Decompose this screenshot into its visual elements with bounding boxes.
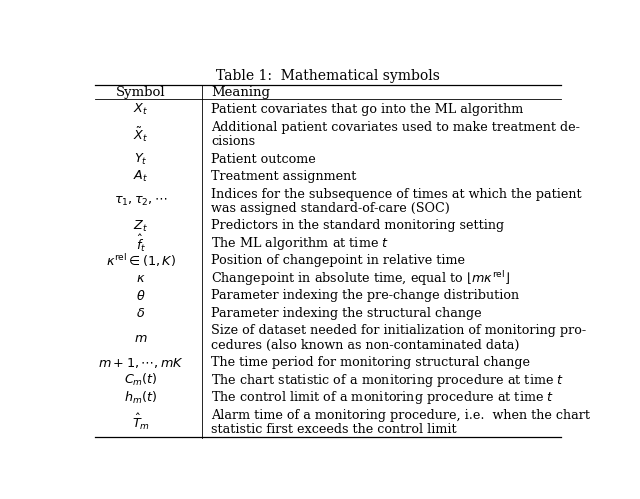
Text: Patient outcome: Patient outcome bbox=[211, 153, 316, 166]
Text: Table 1:  Mathematical symbols: Table 1: Mathematical symbols bbox=[216, 69, 440, 83]
Text: Patient covariates that go into the ML algorithm: Patient covariates that go into the ML a… bbox=[211, 103, 524, 116]
Text: $\hat{f}_t$: $\hat{f}_t$ bbox=[136, 233, 146, 254]
Text: $X_t$: $X_t$ bbox=[133, 102, 148, 117]
Text: $\theta$: $\theta$ bbox=[136, 289, 145, 303]
Text: Parameter indexing the pre-change distribution: Parameter indexing the pre-change distri… bbox=[211, 289, 520, 302]
Text: Additional patient covariates used to make treatment de-: Additional patient covariates used to ma… bbox=[211, 121, 580, 134]
Text: $m$: $m$ bbox=[134, 331, 148, 345]
Text: Treatment assignment: Treatment assignment bbox=[211, 170, 357, 183]
Text: Meaning: Meaning bbox=[211, 86, 271, 99]
Text: Parameter indexing the structural change: Parameter indexing the structural change bbox=[211, 307, 482, 320]
Text: The chart statistic of a monitoring procedure at time $t$: The chart statistic of a monitoring proc… bbox=[211, 372, 564, 389]
Text: statistic first exceeds the control limit: statistic first exceeds the control limi… bbox=[211, 423, 457, 436]
Text: $h_m(t)$: $h_m(t)$ bbox=[124, 390, 157, 406]
Text: The time period for monitoring structural change: The time period for monitoring structura… bbox=[211, 356, 531, 369]
Text: Position of changepoint in relative time: Position of changepoint in relative time bbox=[211, 254, 465, 267]
Text: $\tau_1, \tau_2, \cdots$: $\tau_1, \tau_2, \cdots$ bbox=[114, 195, 168, 208]
Text: $C_m(t)$: $C_m(t)$ bbox=[124, 372, 157, 388]
Text: The control limit of a monitoring procedure at time $t$: The control limit of a monitoring proced… bbox=[211, 389, 555, 406]
Text: Size of dataset needed for initialization of monitoring pro-: Size of dataset needed for initializatio… bbox=[211, 324, 587, 337]
Text: $Y_t$: $Y_t$ bbox=[134, 152, 148, 167]
Text: $A_t$: $A_t$ bbox=[133, 169, 148, 184]
Text: Alarm time of a monitoring procedure, i.e.  when the chart: Alarm time of a monitoring procedure, i.… bbox=[211, 409, 591, 422]
Text: was assigned standard-of-care (SOC): was assigned standard-of-care (SOC) bbox=[211, 202, 451, 215]
Text: $\delta$: $\delta$ bbox=[136, 307, 145, 320]
Text: $\kappa$: $\kappa$ bbox=[136, 272, 145, 285]
Text: Symbol: Symbol bbox=[116, 86, 166, 99]
Text: cedures (also known as non-contaminated data): cedures (also known as non-contaminated … bbox=[211, 339, 520, 352]
Text: Changepoint in absolute time, equal to $\lfloor m\kappa^{\mathrm{rel}}\rfloor$: Changepoint in absolute time, equal to $… bbox=[211, 269, 510, 288]
Text: Predictors in the standard monitoring setting: Predictors in the standard monitoring se… bbox=[211, 220, 504, 233]
Text: $\hat{T}_m$: $\hat{T}_m$ bbox=[132, 412, 150, 433]
Text: $Z_t$: $Z_t$ bbox=[133, 219, 148, 234]
Text: $\kappa^{\mathrm{rel}} \in (1, K)$: $\kappa^{\mathrm{rel}} \in (1, K)$ bbox=[106, 252, 176, 269]
Text: cisions: cisions bbox=[211, 135, 255, 148]
Text: The ML algorithm at time $t$: The ML algorithm at time $t$ bbox=[211, 235, 390, 252]
Text: $m+1, \cdots, mK$: $m+1, \cdots, mK$ bbox=[98, 356, 184, 370]
Text: $\tilde{X}_t$: $\tilde{X}_t$ bbox=[133, 125, 148, 144]
Text: Indices for the subsequence of times at which the patient: Indices for the subsequence of times at … bbox=[211, 188, 582, 201]
